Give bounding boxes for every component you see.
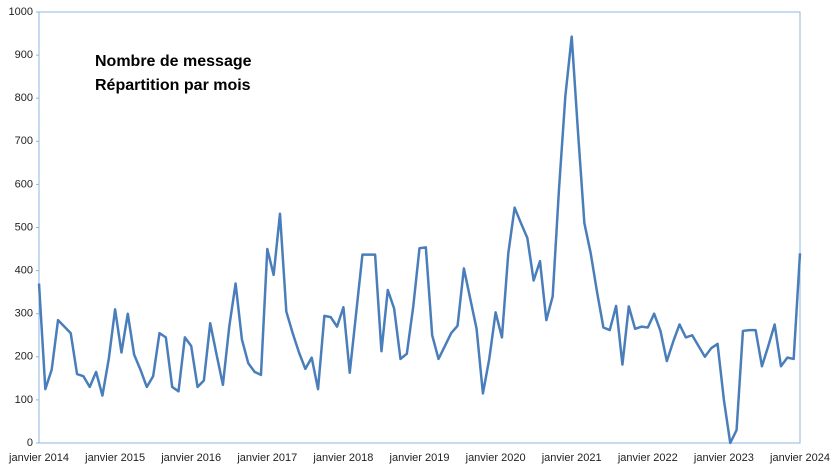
x-tick-label: janvier 2024 (769, 452, 830, 464)
chart-subtitle: Répartition par mois (95, 77, 251, 94)
x-tick-label: janvier 2022 (617, 452, 678, 464)
y-tick-label: 100 (15, 394, 33, 406)
y-tick-label: 800 (15, 92, 33, 104)
chart-title: Nombre de message (95, 53, 252, 70)
y-tick-label: 500 (15, 221, 33, 233)
x-tick-label: janvier 2019 (389, 452, 450, 464)
y-tick-label: 700 (15, 135, 33, 147)
x-tick-label: janvier 2023 (693, 452, 754, 464)
y-tick-label: 400 (15, 265, 33, 277)
x-tick-label: janvier 2017 (236, 452, 297, 464)
y-tick-label: 0 (27, 437, 33, 449)
y-tick-label: 300 (15, 308, 33, 320)
x-tick-label: janvier 2015 (84, 452, 145, 464)
data-line (37, 35, 802, 445)
x-tick-label: janvier 2016 (160, 452, 221, 464)
x-tick-label: janvier 2018 (312, 452, 373, 464)
y-tick-label: 200 (15, 351, 33, 363)
y-tick-label: 1000 (9, 6, 33, 18)
x-tick-label: janvier 2021 (541, 452, 602, 464)
x-tick-label: janvier 2020 (465, 452, 526, 464)
y-tick-label: 600 (15, 178, 33, 190)
x-tick-label: janvier 2014 (8, 452, 69, 464)
y-tick-label: 900 (15, 49, 33, 61)
